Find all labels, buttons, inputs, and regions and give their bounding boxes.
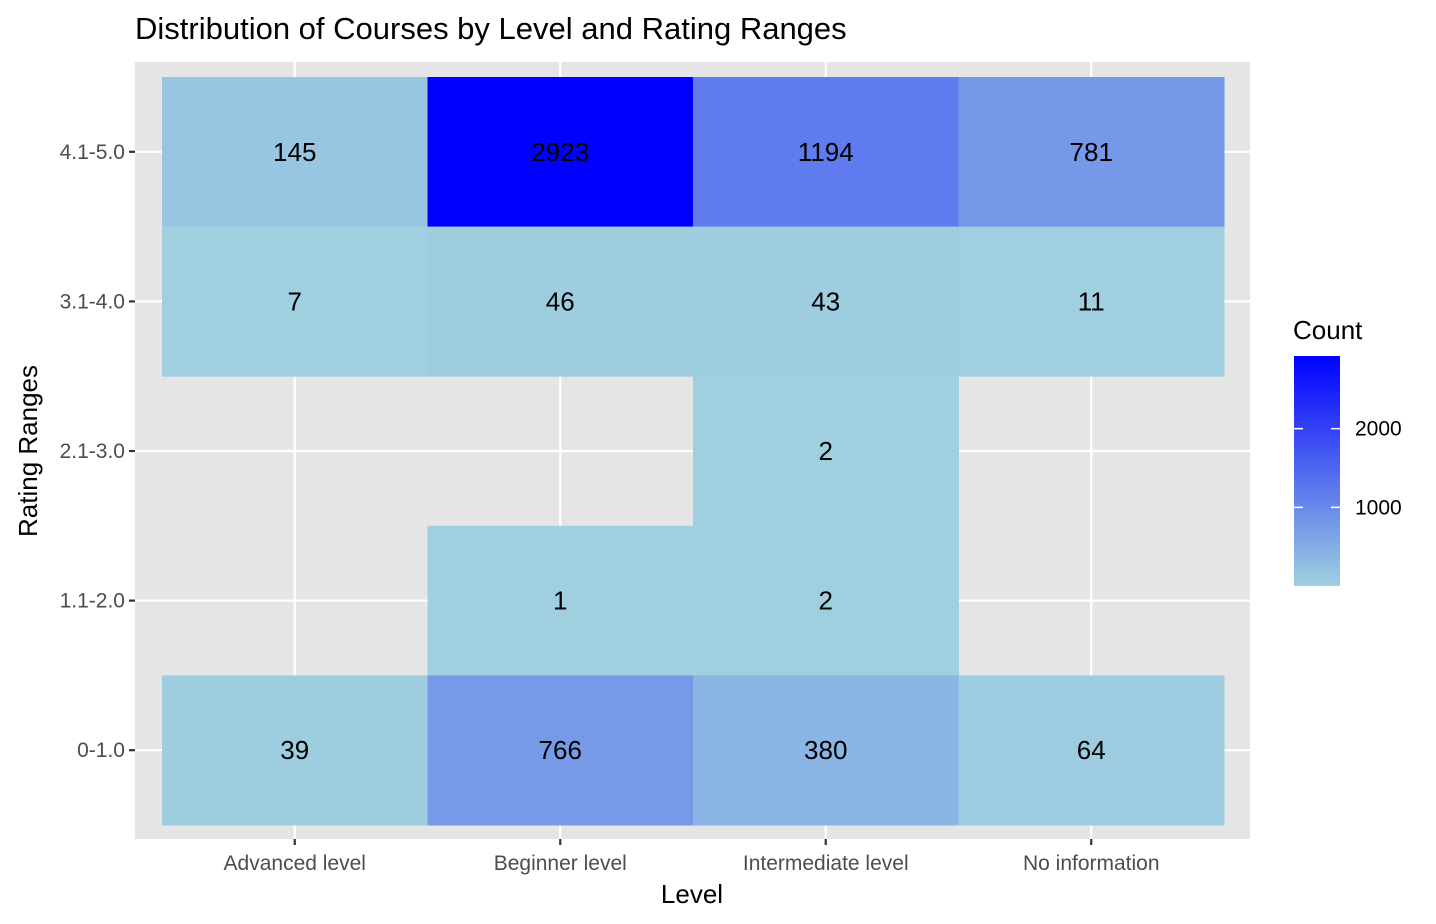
cell-value-label: 1194	[798, 137, 854, 167]
x-axis: Advanced level Beginner level Intermediate…	[224, 839, 1160, 875]
chart-title: Distribution of Courses by Level and Rat…	[135, 11, 847, 46]
x-tick-label: Intermediate level	[743, 852, 909, 875]
y-tick-label: 0-1.0	[77, 739, 125, 762]
cell-value-label: 7	[288, 286, 302, 316]
heatmap-cell	[958, 226, 1225, 377]
heatmap-cell	[693, 675, 959, 826]
cell-value-label: 43	[811, 286, 840, 316]
x-tick-label: Advanced level	[224, 852, 366, 875]
legend-tick-label: 1000	[1355, 496, 1402, 519]
legend-colorbar	[1294, 356, 1340, 586]
heatmap-cell	[693, 77, 959, 228]
cell-value-label: 145	[273, 137, 316, 167]
heatmap-cell	[958, 77, 1225, 228]
heatmap-cell	[162, 226, 428, 377]
cell-value-label: 2923	[531, 137, 589, 167]
cell-value-label: 1	[553, 586, 567, 616]
heatmap-cell	[427, 77, 694, 228]
x-tick-label: Beginner level	[494, 852, 627, 875]
legend-title: Count	[1293, 315, 1363, 345]
y-axis: 0-1.0 1.1-2.0 2.1-3.0 3.1-4.0 4.1-5.0	[60, 141, 135, 762]
cell-value-label: 39	[280, 735, 309, 765]
legend-ticks: 1000 2000	[1294, 418, 1402, 519]
heatmap-cell	[958, 675, 1225, 826]
heatmap-cell	[162, 77, 428, 228]
heatmap-cell	[427, 675, 694, 826]
cell-value-label: 781	[1070, 137, 1113, 167]
y-tick-label: 2.1-3.0	[60, 440, 125, 463]
cell-value-label: 380	[804, 735, 847, 765]
heatmap-cell	[162, 675, 428, 826]
color-legend: Count 1000 2000	[1293, 315, 1402, 586]
cell-value-label: 46	[546, 286, 575, 316]
cell-value-label: 11	[1078, 286, 1105, 316]
cell-value-label: 766	[539, 735, 582, 765]
heatmap-cells	[162, 77, 1225, 826]
x-axis-title: Level	[661, 879, 723, 909]
legend-tick-label: 2000	[1355, 418, 1402, 441]
cell-labels: 145 2923 1194 781 7 46 43 11 2 1 2 39 766 380 64	[273, 137, 1113, 765]
heatmap-cell	[693, 376, 959, 527]
y-tick-label: 3.1-4.0	[60, 290, 125, 313]
cell-value-label: 2	[819, 436, 833, 466]
y-axis-title: Rating Ranges	[13, 365, 43, 537]
cell-value-label: 64	[1077, 735, 1106, 765]
heatmap-cell	[427, 226, 694, 377]
heatmap-cell	[693, 226, 959, 377]
heatmap-cell	[693, 525, 959, 676]
y-tick-label: 4.1-5.0	[60, 141, 125, 164]
x-tick-label: No information	[1023, 852, 1160, 875]
cell-value-label: 2	[819, 586, 833, 616]
heatmap-cell	[427, 525, 694, 676]
y-tick-label: 1.1-2.0	[60, 590, 125, 613]
